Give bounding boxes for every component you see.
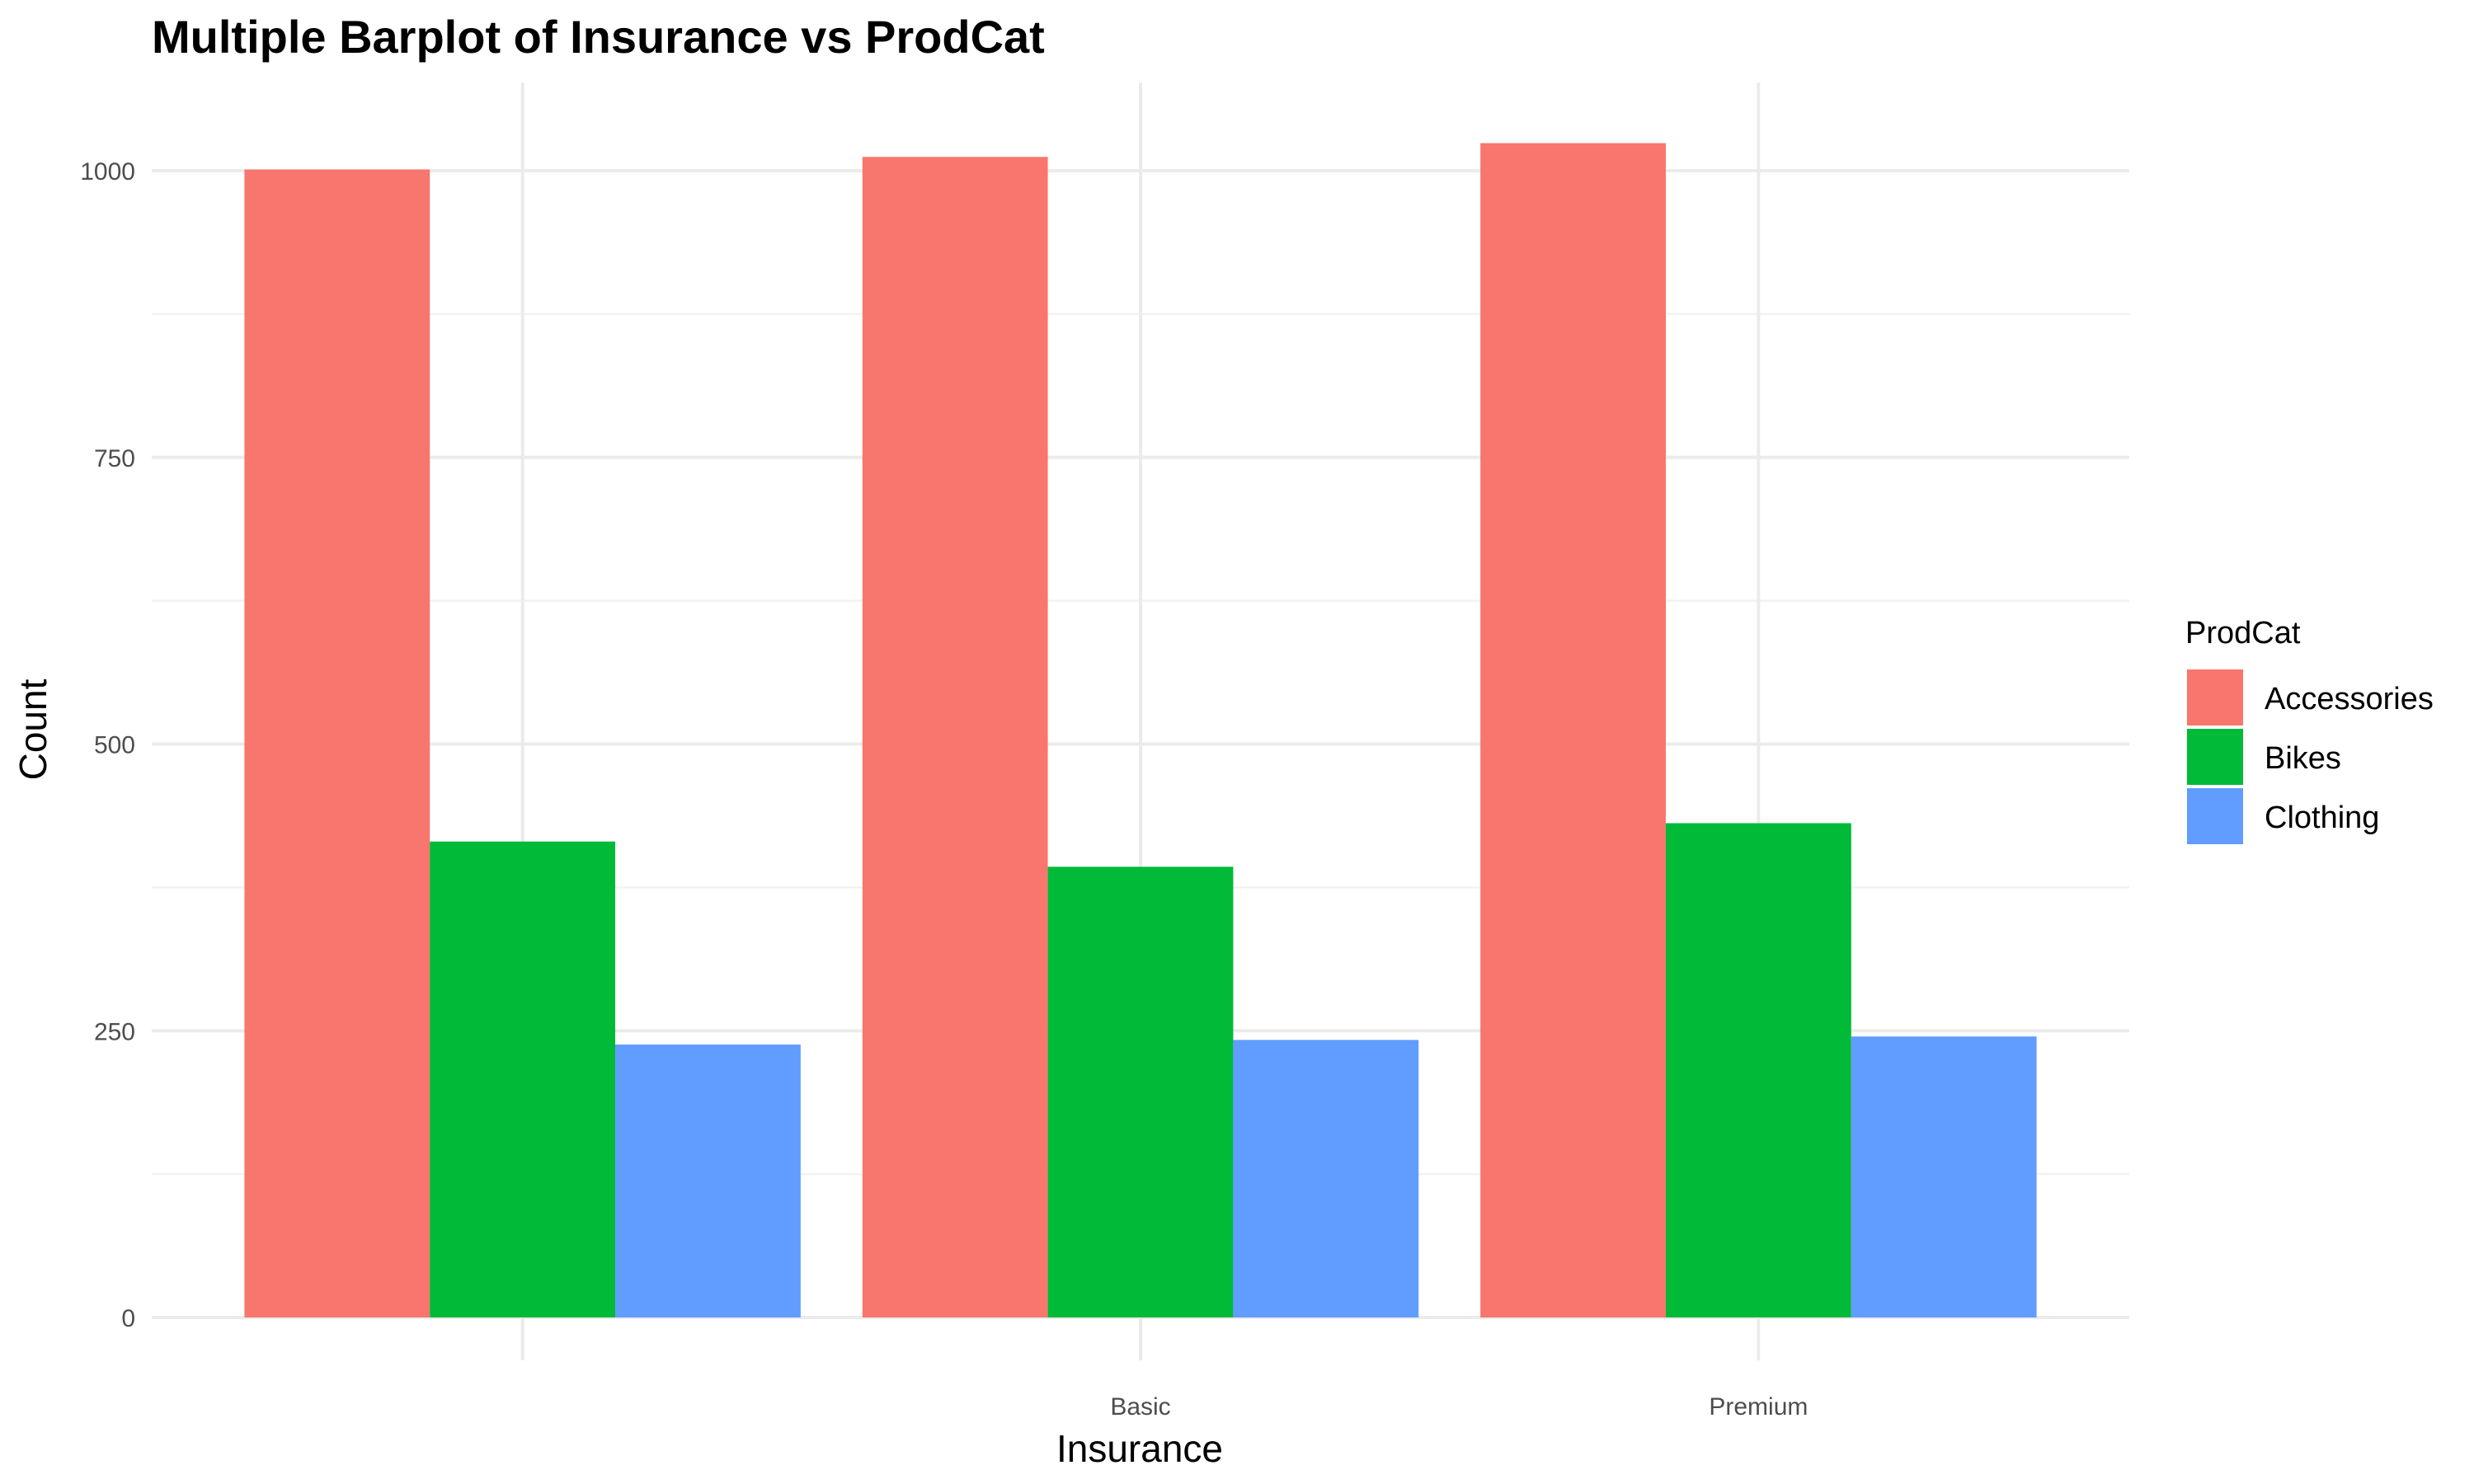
y-tick-label: 250 (94, 1018, 135, 1045)
bar-bikes-basic (1047, 866, 1234, 1317)
x-tick-label: Premium (1709, 1393, 1808, 1421)
y-tick-labels: 0 250 500 750 1000 (80, 158, 135, 1332)
y-tick-label: 1000 (80, 158, 135, 186)
legend-label-clothing: Clothing (2265, 801, 2379, 835)
legend-key-accessories (2187, 669, 2243, 726)
legend: ProdCat Accessories Bikes Clothing (2185, 616, 2434, 844)
x-tick-label: Basic (1110, 1393, 1170, 1421)
legend-key-clothing (2187, 788, 2243, 844)
bar-accessories-premium (1480, 143, 1666, 1318)
legend-label-bikes: Bikes (2265, 741, 2341, 776)
legend-key-bikes (2187, 729, 2243, 785)
y-tick-label: 750 (94, 445, 135, 472)
legend-label-accessories: Accessories (2265, 682, 2434, 716)
y-tick-label: 500 (94, 732, 135, 759)
bar-clothing-premium (1851, 1036, 2037, 1317)
bar-clothing-blank (615, 1044, 801, 1317)
x-axis-title: Insurance (1056, 1427, 1223, 1470)
bar-bikes-blank (430, 841, 616, 1317)
bars (244, 143, 2037, 1318)
y-axis-title: Count (12, 679, 54, 780)
bar-clothing-basic (1233, 1040, 1419, 1317)
y-tick-label: 0 (121, 1305, 135, 1332)
x-tick-labels: Basic Premium (1110, 1393, 1808, 1421)
legend-title: ProdCat (2185, 616, 2301, 650)
bar-accessories-blank (244, 169, 430, 1317)
bar-accessories-basic (862, 157, 1048, 1318)
bar-bikes-premium (1665, 823, 1851, 1317)
chart-title: Multiple Barplot of Insurance vs ProdCat (152, 11, 1045, 63)
